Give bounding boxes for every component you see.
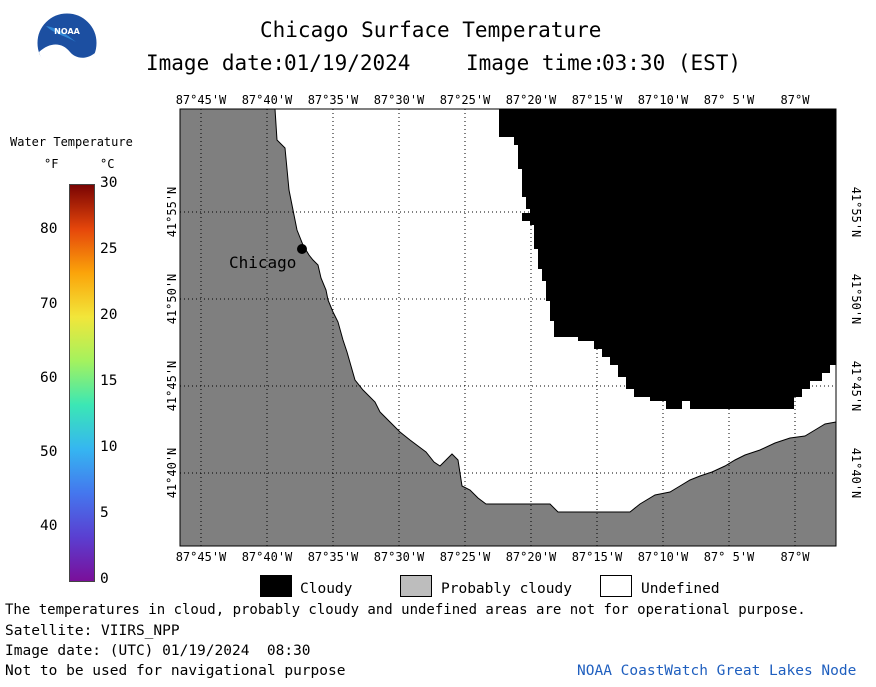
legend-tick-f: 70 [40,296,58,312]
longitude-label: 87°35'W [308,550,359,564]
legend-tick-c: 25 [100,241,118,257]
land-area [179,108,837,547]
longitude-label: 87°35'W [308,93,359,107]
latitude-label: 41°50'N [849,274,863,325]
legend-tick-f: 80 [40,221,58,237]
longitude-label: 87°25'W [440,93,491,107]
longitude-label: 87°40'W [242,93,293,107]
city-label-chicago: Chicago [229,253,297,272]
chicago-marker [297,244,307,254]
undefined-label: Undefined [641,581,720,597]
latitude-label: 41°50'N [165,274,179,325]
noaa-logo-text: NOAA [54,27,80,36]
image-time-value: 03:30 (EST) [602,51,742,75]
legend-tick-f: 50 [40,444,58,460]
longitude-label: 87°10'W [638,93,689,107]
longitude-labels: 87°45'W 87°45'W 87°40'W 87°40'W 87°35'W 87°35… [176,93,811,564]
longitude-label: 87°15'W [572,550,623,564]
legend-title: Water Temperature [10,135,133,149]
cloudy-swatch [260,575,292,597]
legend-unit-f: °F [44,157,59,171]
latitude-label: 41°55'N [849,187,863,238]
image-date-value: 01/19/2024 [284,51,411,75]
map-frame [179,108,837,547]
legend-tick-c: 0 [100,571,109,587]
navigation-warning: Not to be used for navigational purpose [5,663,346,679]
latitude-label: 41°40'N [849,448,863,499]
credit-link[interactable]: NOAA CoastWatch Great Lakes Node [577,663,857,679]
legend-tick-c: 20 [100,307,118,323]
longitude-label: 87°20'W [506,550,557,564]
undefined-swatch [600,575,632,597]
satellite-text: Satellite: VIIRS_NPP [5,623,180,639]
legend-tick-f: 60 [40,370,58,386]
cloudy-area [499,109,836,409]
longitude-label: 87°25'W [440,550,491,564]
graticule [180,109,836,546]
longitude-label: 87°20'W [506,93,557,107]
latitude-labels: 41°55'N 41°55'N 41°50'N 41°50'N 41°45'N 41°45… [165,187,863,499]
latitude-label: 41°45'N [849,361,863,412]
image-date-label: Image date: [146,51,286,75]
cloudy-label: Cloudy [300,581,353,597]
latitude-label: 41°45'N [165,361,179,412]
legend-tick-c: 15 [100,373,118,389]
longitude-label: 87°10'W [638,550,689,564]
utc-date-text: Image date: (UTC) 01/19/2024 08:30 [5,643,311,659]
probably-cloudy-label: Probably cloudy [441,581,572,597]
image-time-label: Image time: [466,51,606,75]
longitude-label: 87°45'W [176,550,227,564]
longitude-label: 87° 5'W [704,93,755,107]
legend-tick-f: 40 [40,518,58,534]
legend-unit-c: °C [100,157,115,171]
legend-tick-c: 10 [100,439,118,455]
longitude-label: 87°30'W [374,93,425,107]
longitude-label: 87°W [781,550,811,564]
longitude-label: 87°30'W [374,550,425,564]
longitude-label: 87°40'W [242,550,293,564]
noaa-logo: NOAA [36,12,98,74]
longitude-label: 87° 5'W [704,550,755,564]
longitude-label: 87°15'W [572,93,623,107]
probably-cloudy-swatch [400,575,432,597]
color-scale-bar [69,184,95,582]
latitude-label: 41°40'N [165,448,179,499]
longitude-label: 87°W [781,93,811,107]
legend-tick-c: 5 [100,505,109,521]
page-title: Chicago Surface Temperature [260,18,602,42]
legend-tick-c: 30 [100,175,118,191]
disclaimer-text: The temperatures in cloud, probably clou… [5,602,806,618]
longitude-label: 87°45'W [176,93,227,107]
latitude-label: 41°55'N [165,187,179,238]
